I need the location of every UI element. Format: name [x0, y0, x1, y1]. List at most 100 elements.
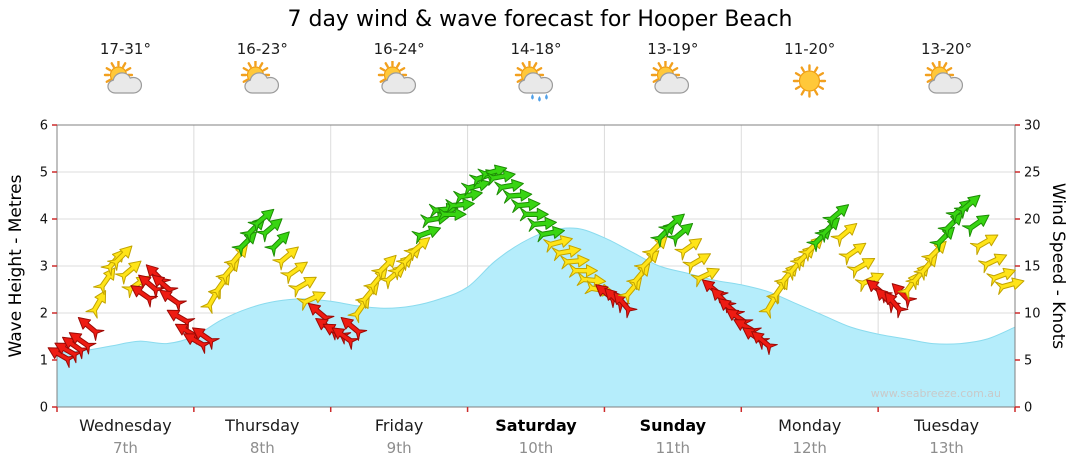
day-column: 14-18° [510, 40, 562, 103]
wind-arrow-icon [296, 291, 326, 311]
wind-arrow-icon [560, 254, 590, 270]
wind-arrow-icon [814, 217, 841, 243]
wind-arrow-icon [961, 214, 990, 237]
day-column: 17-31° [100, 40, 151, 103]
x-axis-day-label: Thursday 8th [225, 416, 299, 457]
wind-arrow-icon [511, 198, 541, 214]
day-name: Monday [778, 416, 842, 435]
wind-arrow-icon [453, 188, 483, 205]
wind-arrow-icon [138, 274, 165, 299]
sun-cloud-rain-icon [514, 60, 553, 102]
wind-arrow-icon [340, 316, 368, 341]
wind-arrow-icon [682, 253, 711, 274]
day-column: 13-19° [647, 40, 698, 103]
day-name: Sunday [639, 416, 707, 435]
wind-arrow-icon [822, 204, 850, 229]
wind-arrow-icon [371, 254, 397, 281]
wind-arrow-icon [183, 333, 212, 354]
weather-icon-holder [647, 60, 698, 103]
wind-arrow-icon [494, 178, 524, 196]
day-date: 7th [112, 439, 138, 457]
wave-axis-tick-label: 4 [40, 213, 48, 228]
day-name: Thursday [225, 416, 300, 435]
wind-arrow-icon [255, 218, 283, 243]
day-date: 11th [655, 439, 691, 457]
x-axis-day-label: Sunday 11th [640, 416, 707, 457]
wind-arrow-icon [666, 222, 694, 247]
wind-arrow-icon [461, 178, 491, 197]
wave-axis-tick-label: 0 [40, 401, 48, 416]
day-temperature: 17-31° [99, 40, 151, 58]
day-date: 12th [792, 439, 827, 457]
wind-arrow-icon [264, 231, 290, 257]
wind-arrow-icon [192, 327, 220, 350]
wind-arrow-icon [519, 207, 549, 222]
day-temperature: 16-24° [373, 40, 425, 58]
wind-arrow-icon [535, 225, 565, 243]
wind-arrow-icon [884, 291, 909, 319]
wind-arrow-icon [502, 188, 533, 204]
wind-arrow-icon [437, 207, 467, 222]
wind-axis-tick-label: 15 [1024, 260, 1041, 275]
wave-axis-tick-label: 6 [40, 119, 48, 134]
weather-icon-holder [374, 60, 425, 103]
x-axis-day-label: Wednesday 7th [79, 416, 172, 457]
wind-arrow-icon [288, 276, 317, 298]
wind-arrow-icon [403, 237, 431, 262]
day-temperature: 14-18° [510, 40, 562, 58]
sun-cloud-icon [924, 60, 964, 94]
wind-arrow-icon [576, 271, 607, 287]
wind-arrow-icon [280, 261, 308, 284]
wind-arrow-icon [953, 194, 981, 219]
wind-arrow-icon [527, 216, 557, 232]
wind-arrow-icon [690, 267, 720, 288]
sun-icon [793, 64, 827, 98]
day-date: 10th [518, 439, 554, 457]
weather-icon-holder [921, 60, 972, 103]
day-column: 16-23° [237, 40, 288, 103]
wind-arrow-icon [937, 212, 964, 238]
wind-arrow-icon [272, 246, 299, 271]
wind-arrow-icon [307, 302, 335, 327]
wind-arrow-icon [751, 331, 778, 356]
wind-axis-tick-label: 20 [1024, 213, 1041, 228]
wind-arrow-icon [551, 244, 582, 262]
wind-arrow-icon [569, 263, 598, 278]
wave-axis-tick-label: 3 [40, 260, 48, 275]
wind-arrow-icon [978, 253, 1008, 274]
day-column: 16-24° [374, 40, 425, 103]
wind-arrow-icon [130, 285, 159, 308]
wind-arrow-icon [107, 245, 133, 271]
day-name: Saturday [495, 416, 577, 435]
wind-arrow-icon [477, 164, 508, 183]
wind-arrow-icon [247, 208, 275, 233]
day-date: 8th [249, 439, 275, 457]
wind-arrow-icon [93, 267, 116, 295]
wind-arrow-icon [891, 283, 918, 309]
wind-arrow-icon [68, 332, 97, 355]
wave-axis-tick-label: 1 [40, 354, 48, 369]
wind-arrow-icon [114, 260, 142, 285]
wind-arrow-icon [830, 222, 858, 247]
wind-arrow-icon [658, 213, 685, 238]
weather-icon-holder [784, 61, 835, 103]
wave-height-area [56, 227, 1016, 408]
wind-arrow-icon [846, 258, 876, 279]
wind-arrow-icon [159, 289, 187, 313]
wind-arrow-icon [331, 327, 360, 350]
wave-axis-tick-label: 5 [40, 166, 48, 181]
weather-icon-holder [237, 60, 288, 103]
day-temperature: 13-19° [647, 40, 699, 58]
day-name: Tuesday [914, 416, 980, 435]
x-axis-day-label: Friday 9th [375, 416, 424, 457]
wind-arrow-icon [543, 235, 573, 253]
wind-arrow-icon [411, 225, 442, 245]
x-axis-day-label: Monday 12th [778, 416, 841, 457]
day-temperature: 11-20° [784, 40, 836, 58]
wind-arrow-icon [969, 234, 999, 256]
watermark: www.seabreeze.com.au [871, 387, 1001, 400]
wind-arrow-icon [674, 238, 703, 261]
wind-arrow-icon [994, 277, 1025, 295]
wind-arrow-icon [77, 316, 105, 341]
